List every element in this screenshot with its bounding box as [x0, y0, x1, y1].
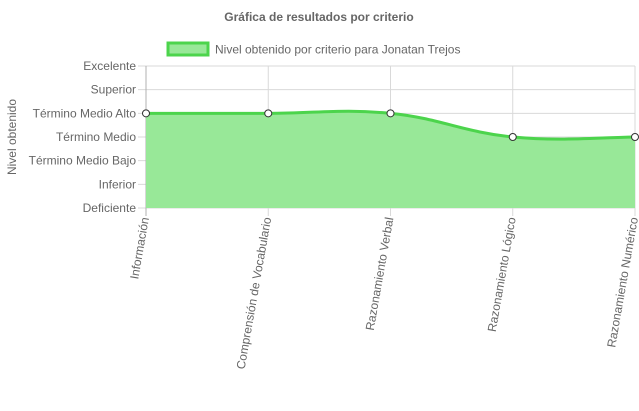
x-tick-label: Razonamiento Verbal [363, 216, 397, 331]
data-point-1[interactable] [264, 109, 273, 118]
chart-title: Gráfica de resultados por criterio [224, 10, 413, 24]
legend-swatch[interactable] [166, 41, 210, 57]
y-tick-label: Deficiente [83, 201, 137, 215]
y-axis-title: Nivel obtenido [5, 99, 19, 175]
y-tick-label: Excelente [83, 59, 136, 73]
y-tick-label: Término Medio Bajo [29, 154, 137, 168]
series-fill [146, 111, 635, 208]
data-point-2[interactable] [386, 109, 395, 118]
x-tick-label: Razonamiento Lógico [485, 216, 519, 333]
data-point-3[interactable] [508, 133, 517, 141]
y-axis-labels: Deficiente Inferior Término Medio Bajo Térm… [29, 59, 137, 215]
legend[interactable]: Nivel obtenido por criterio para Jonatan… [166, 41, 460, 57]
y-tick-label: Superior [91, 83, 136, 97]
y-tick-label: Término Medio Alto [33, 106, 137, 120]
legend-label[interactable]: Nivel obtenido por criterio para Jonatan… [215, 43, 460, 57]
data-point-0[interactable] [142, 109, 150, 118]
y-tick-label: Término Medio [56, 130, 136, 144]
series-area [146, 109, 636, 208]
data-points [142, 109, 639, 141]
x-axis-labels: Información Comprensión de Vocabulario Raz… [127, 216, 639, 371]
x-tick-label: Información [127, 216, 152, 280]
y-tick-label: Inferior [99, 177, 136, 191]
x-tick-label: Comprensión de Vocabulario [234, 216, 275, 371]
x-tick-label: Razonamiento Numérico [604, 216, 639, 349]
data-point-4[interactable] [631, 133, 639, 141]
